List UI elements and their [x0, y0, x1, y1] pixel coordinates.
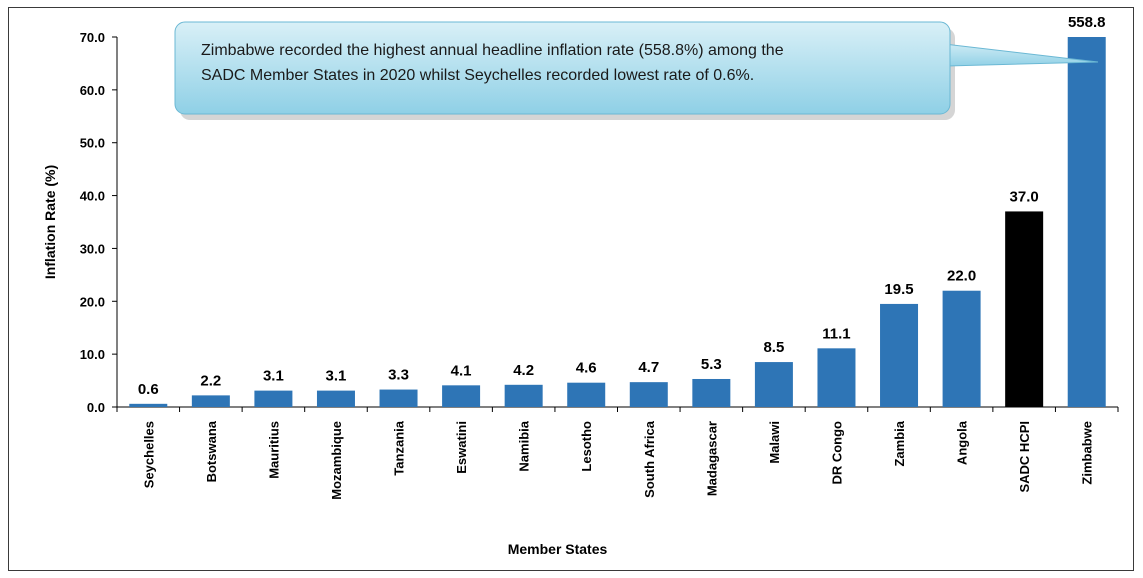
- x-axis-title: Member States: [508, 541, 608, 557]
- data-label: 2.2: [200, 372, 221, 389]
- data-label: 11.1: [822, 325, 850, 342]
- bar-mozambique: [316, 390, 355, 407]
- bar-sadc-hcpi: [1005, 211, 1044, 407]
- bar-madagascar: [692, 378, 731, 407]
- data-label: 37.0: [1010, 188, 1039, 205]
- data-label: 4.1: [451, 362, 472, 379]
- y-tick-label: 70.0: [80, 30, 105, 45]
- x-tick-label: Malawi: [767, 421, 782, 464]
- data-label: 5.3: [701, 356, 722, 373]
- x-tick-label: Mauritius: [266, 421, 281, 479]
- data-label: 8.5: [763, 339, 784, 356]
- data-label: 4.6: [576, 360, 597, 377]
- bar-tanzania: [379, 389, 418, 407]
- bar-mauritius: [254, 390, 293, 407]
- x-tick-label: Lesotho: [579, 421, 594, 472]
- data-label: 22.0: [947, 268, 976, 285]
- y-tick-label: 50.0: [80, 136, 105, 151]
- x-tick-label: Zambia: [892, 420, 907, 466]
- bar-eswatini: [442, 385, 481, 407]
- bar-angola: [942, 290, 981, 407]
- y-tick-label: 20.0: [80, 294, 105, 309]
- x-tick-label: Angola: [955, 420, 970, 465]
- data-label: 3.1: [263, 368, 284, 385]
- data-label: 3.3: [388, 367, 409, 384]
- annotation-callout: Zimbabwe recorded the highest annual hea…: [174, 21, 1099, 120]
- x-tick-label: Madagascar: [704, 421, 719, 496]
- axes: 0.0 10.0 20.0 30.0 40.0 50.0 60.0 70.0 Seychelle…: [42, 30, 1119, 557]
- y-tick-label: 10.0: [80, 347, 105, 362]
- data-label: 19.5: [884, 281, 913, 298]
- bar-malawi: [754, 362, 793, 407]
- data-label: 3.1: [326, 368, 347, 385]
- bar-lesotho: [567, 382, 606, 407]
- data-label: 0.6: [138, 381, 159, 398]
- callout-text-line: SADC Member States in 2020 whilst Seyche…: [201, 67, 754, 84]
- x-tick-label: DR Congo: [829, 421, 844, 485]
- x-tick-label: Botswana: [204, 420, 219, 482]
- x-tick-label: Tanzania: [392, 420, 407, 475]
- bar-namibia: [504, 384, 543, 407]
- data-label: 558.8: [1068, 14, 1106, 31]
- x-tick-label: Seychelles: [141, 421, 156, 488]
- bar-zimbabwe: [1067, 37, 1106, 407]
- y-tick-label: 0.0: [87, 400, 105, 415]
- bar-south-africa: [629, 382, 668, 407]
- data-label: 4.7: [638, 359, 659, 376]
- bar-dr-congo: [817, 348, 856, 407]
- x-tick-label: Namibia: [517, 420, 532, 471]
- x-tick-label: Mozambique: [329, 421, 344, 500]
- bar-zambia: [880, 303, 919, 407]
- callout-text-line: Zimbabwe recorded the highest annual hea…: [201, 42, 784, 59]
- y-tick-label: 30.0: [80, 241, 105, 256]
- bar-seychelles: [129, 403, 168, 407]
- callout-box: [174, 21, 951, 115]
- x-tick-label: Eswatini: [454, 421, 469, 474]
- data-label: 4.2: [513, 362, 534, 379]
- y-tick-label: 40.0: [80, 189, 105, 204]
- x-tick-label: SADC HCPI: [1017, 421, 1032, 493]
- x-tick-label: Zimbabwe: [1080, 421, 1095, 485]
- y-axis-title: Inflation Rate (%): [42, 165, 58, 279]
- bars: 0.6 2.2 3.1 3.1 3.3 4.1 4.2 4.6 4.7 5.3 8.5 11.1 19.…: [129, 14, 1106, 407]
- y-tick-label: 60.0: [80, 83, 105, 98]
- bar-botswana: [191, 395, 230, 407]
- x-tick-label: South Africa: [642, 420, 657, 498]
